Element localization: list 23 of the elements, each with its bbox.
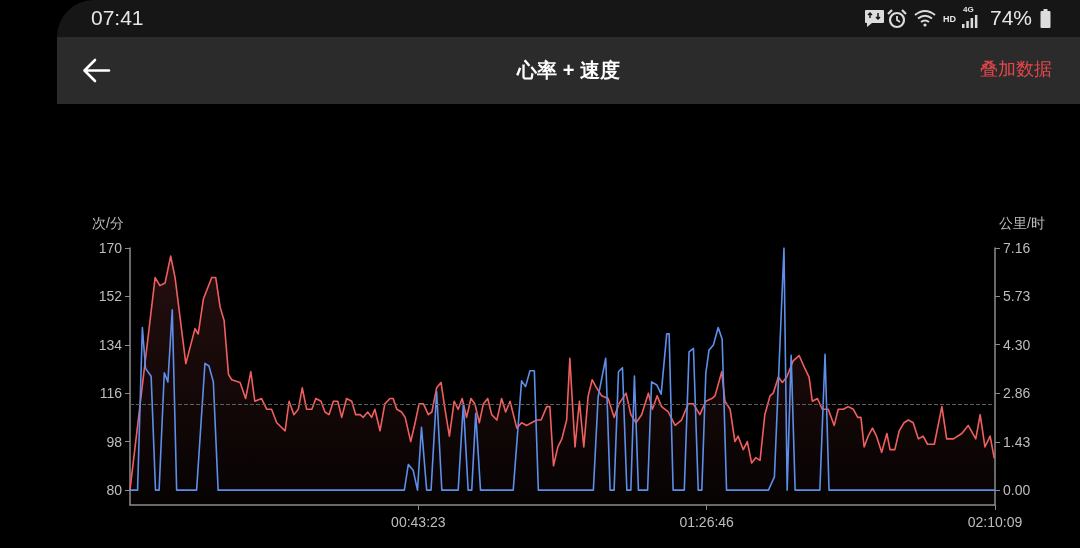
y-tick-label: 152 [98, 288, 123, 305]
x-tick-label: 02:10:09 [967, 514, 1023, 530]
y2-tick-label: 0.00 [1003, 482, 1031, 499]
x-tick-label: 01:26:46 [679, 514, 735, 530]
y2-axis-title: 公里/时 [999, 215, 1045, 231]
y-tick-label: 80 [106, 481, 123, 498]
chart-title: 心率 + 速度 [517, 59, 620, 81]
x-tick-label: 00:43:23 [391, 514, 446, 530]
y2-tick-label: 5.73 [1003, 288, 1031, 305]
text: 07:41 [91, 5, 144, 30]
y-tick-label: 98 [106, 433, 123, 450]
y-tick-label: 170 [98, 240, 123, 256]
text: 叠加数据 [980, 58, 1052, 80]
y2-tick-label: 2.86 [1003, 385, 1031, 402]
y-tick-label: 134 [98, 336, 123, 353]
text: HD [943, 13, 956, 26]
text: 74% [990, 5, 1033, 30]
y2-tick-label: 7.16 [1003, 240, 1031, 256]
y-axis-title: 次/分 [92, 215, 124, 231]
y-tick-label: 116 [99, 385, 123, 402]
y2-tick-label: 4.30 [1003, 336, 1031, 353]
y2-tick-label: 1.43 [1003, 433, 1031, 450]
text: 4G [963, 4, 974, 16]
